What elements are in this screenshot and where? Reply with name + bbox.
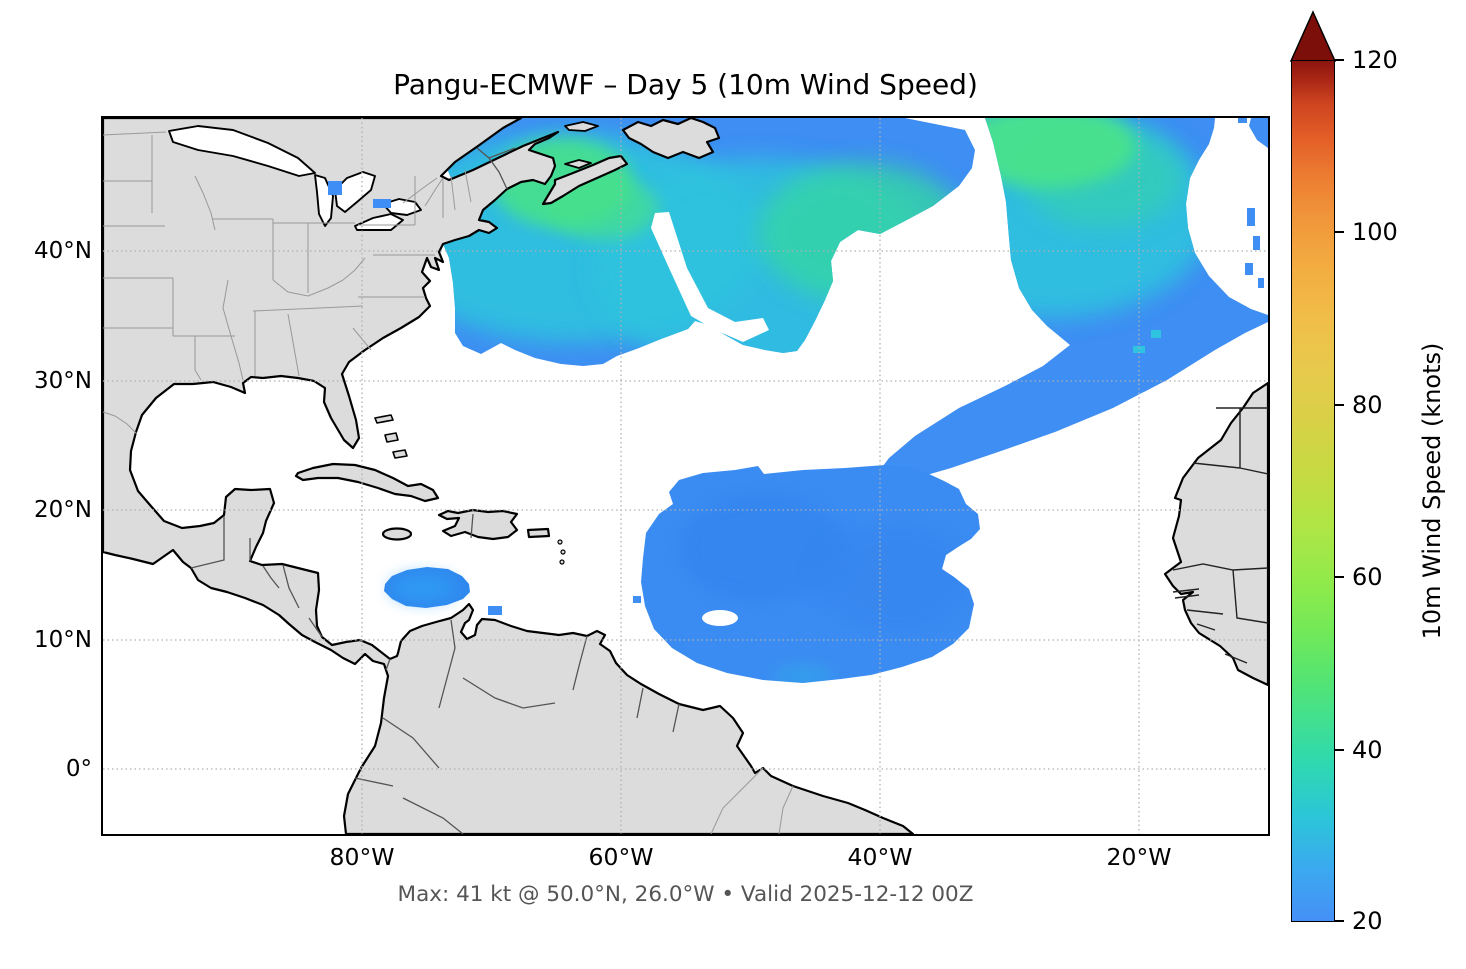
lake-superior bbox=[168, 125, 316, 177]
x-tick-80w: 80°W bbox=[329, 843, 395, 871]
caption: Max: 41 kt @ 50.0°N, 26.0°W • Valid 2025… bbox=[397, 882, 974, 907]
colorbar-tick-60 bbox=[1335, 576, 1344, 578]
map-svg bbox=[103, 118, 1268, 834]
colorbar-tick-120 bbox=[1335, 59, 1344, 61]
colorbar-ticklabel-60: 60 bbox=[1352, 563, 1383, 591]
bahamas bbox=[374, 414, 408, 459]
africa bbox=[1163, 381, 1268, 687]
hispaniola bbox=[437, 508, 519, 541]
colorbar-ticklabel-20: 20 bbox=[1352, 907, 1383, 935]
wind-region-tropical-atlantic bbox=[641, 465, 980, 683]
nova-scotia bbox=[541, 154, 629, 206]
colorbar-tick-20 bbox=[1335, 920, 1344, 922]
lake-michigan-huron bbox=[314, 171, 376, 227]
prince-edward-island bbox=[564, 159, 592, 169]
x-tick-60w: 60°W bbox=[588, 843, 654, 871]
colorbar-ticklabel-80: 80 bbox=[1352, 391, 1383, 419]
y-tick-0: 0° bbox=[65, 756, 92, 782]
jamaica bbox=[381, 527, 413, 541]
colorbar: 120 100 80 60 40 20 10m Wind Speed (knot… bbox=[1289, 10, 1465, 955]
state-borders bbox=[103, 131, 472, 435]
wind-region-caribbean bbox=[384, 567, 641, 615]
colorbar-extend-arrow bbox=[1289, 10, 1337, 62]
colorbar-ticklabel-40: 40 bbox=[1352, 736, 1383, 764]
colorbar-tick-100 bbox=[1335, 231, 1344, 233]
country-borders bbox=[190, 147, 680, 834]
anticosti-island bbox=[564, 121, 599, 132]
lesser-antilles bbox=[557, 539, 566, 565]
wind-region-nw-atlantic bbox=[423, 118, 975, 366]
lake-ontario bbox=[382, 198, 422, 216]
wind-specks-madeira bbox=[1133, 208, 1264, 353]
americas-mainland bbox=[103, 118, 915, 834]
puerto-rico bbox=[526, 527, 551, 539]
wind-shading-layer bbox=[384, 118, 1268, 683]
y-tick-10n: 10°N bbox=[34, 627, 92, 653]
land-layer bbox=[103, 118, 1268, 834]
gridlines bbox=[103, 118, 1268, 834]
colorbar-tick-40 bbox=[1335, 749, 1344, 751]
x-tick-40w: 40°W bbox=[847, 843, 913, 871]
colorbar-tick-80 bbox=[1335, 404, 1344, 406]
colorbar-ticklabel-120: 120 bbox=[1352, 46, 1398, 74]
colorbar-gradient bbox=[1291, 60, 1335, 922]
lake-wind-specks bbox=[328, 181, 391, 208]
map-canvas bbox=[101, 116, 1270, 836]
x-tick-20w: 20°W bbox=[1106, 843, 1172, 871]
colorbar-ticklabel-100: 100 bbox=[1352, 218, 1398, 246]
rivers bbox=[424, 177, 794, 834]
colorbar-axis-label: 10m Wind Speed (knots) bbox=[1418, 342, 1446, 640]
cuba bbox=[294, 462, 440, 503]
y-tick-20n: 20°N bbox=[34, 497, 92, 523]
great-lakes bbox=[168, 125, 422, 231]
y-tick-40n: 40°N bbox=[34, 238, 92, 264]
newfoundland bbox=[621, 118, 721, 160]
page-title: Pangu-ECMWF – Day 5 (10m Wind Speed) bbox=[393, 68, 978, 101]
africa-borders bbox=[1172, 407, 1268, 664]
y-tick-30n: 30°N bbox=[34, 368, 92, 394]
